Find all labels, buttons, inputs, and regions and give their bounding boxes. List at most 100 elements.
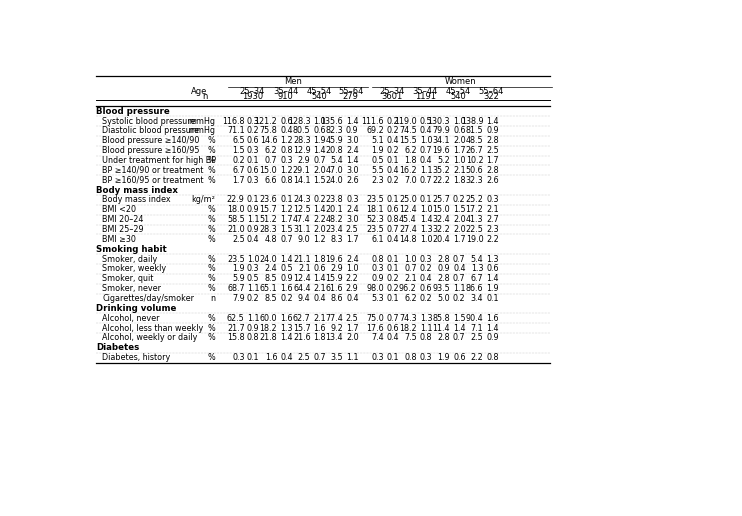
Text: Smoking habit: Smoking habit <box>96 245 167 254</box>
Text: 1.5: 1.5 <box>280 225 292 234</box>
Text: 0.2: 0.2 <box>453 196 465 204</box>
Text: 0.4: 0.4 <box>280 126 292 135</box>
Text: 0.1: 0.1 <box>387 156 399 165</box>
Text: 24.3: 24.3 <box>293 196 310 204</box>
Text: BP ≥160/95 or treatment: BP ≥160/95 or treatment <box>102 176 203 185</box>
Text: 2.1: 2.1 <box>298 264 310 273</box>
Text: 0.9: 0.9 <box>486 126 499 135</box>
Text: n: n <box>210 294 215 303</box>
Text: 28.3: 28.3 <box>260 225 278 234</box>
Text: Smoker, daily: Smoker, daily <box>102 254 157 264</box>
Text: 540: 540 <box>450 92 467 101</box>
Text: 68.7: 68.7 <box>227 284 245 293</box>
Text: 5.3: 5.3 <box>372 294 384 303</box>
Text: 0.9: 0.9 <box>247 324 260 333</box>
Text: 0.1: 0.1 <box>387 254 399 264</box>
Text: 0.2: 0.2 <box>387 126 399 135</box>
Text: 0.5: 0.5 <box>247 275 260 283</box>
Text: 1.9: 1.9 <box>372 146 384 155</box>
Text: BMI 20–24: BMI 20–24 <box>102 215 143 224</box>
Text: 0.7: 0.7 <box>404 264 417 273</box>
Text: 2.8: 2.8 <box>437 275 450 283</box>
Text: 279: 279 <box>343 92 359 101</box>
Text: %: % <box>208 353 215 362</box>
Text: 0.6: 0.6 <box>486 264 499 273</box>
Text: 90.4: 90.4 <box>466 314 483 322</box>
Text: 51.2: 51.2 <box>260 215 278 224</box>
Text: 14.8: 14.8 <box>399 235 417 244</box>
Text: 2.8: 2.8 <box>437 333 450 343</box>
Text: 82.3: 82.3 <box>326 126 343 135</box>
Text: 1.7: 1.7 <box>486 156 499 165</box>
Text: 0.2: 0.2 <box>247 126 260 135</box>
Text: 1.5: 1.5 <box>453 205 465 214</box>
Text: 0.6: 0.6 <box>314 264 326 273</box>
Text: 0.3: 0.3 <box>420 254 432 264</box>
Text: 2.0: 2.0 <box>453 215 465 224</box>
Text: 1.4: 1.4 <box>280 333 292 343</box>
Text: 1.9: 1.9 <box>437 353 450 362</box>
Text: 1.4: 1.4 <box>453 324 465 333</box>
Text: 2.4: 2.4 <box>346 146 358 155</box>
Text: 15.7: 15.7 <box>260 205 278 214</box>
Text: 0.4: 0.4 <box>453 264 465 273</box>
Text: %: % <box>208 314 215 322</box>
Text: 1.4: 1.4 <box>346 156 358 165</box>
Text: 10.2: 10.2 <box>466 156 483 165</box>
Text: 0.3: 0.3 <box>280 156 292 165</box>
Text: 0.4: 0.4 <box>280 353 292 362</box>
Text: 75.0: 75.0 <box>367 314 384 322</box>
Text: 1.6: 1.6 <box>314 324 326 333</box>
Text: 6.7: 6.7 <box>470 275 483 283</box>
Text: 1.4: 1.4 <box>420 215 432 224</box>
Text: 1.4: 1.4 <box>346 117 358 125</box>
Text: 2.9: 2.9 <box>346 284 358 293</box>
Text: 0.3: 0.3 <box>232 353 245 362</box>
Text: %: % <box>208 176 215 185</box>
Text: 9.4: 9.4 <box>298 294 310 303</box>
Text: 322: 322 <box>483 92 499 101</box>
Text: 23.8: 23.8 <box>326 196 343 204</box>
Text: 6.5: 6.5 <box>232 136 245 146</box>
Text: mmHg: mmHg <box>188 117 215 125</box>
Text: 540: 540 <box>311 92 327 101</box>
Text: 0.8: 0.8 <box>486 353 499 362</box>
Text: 69.2: 69.2 <box>367 126 384 135</box>
Text: 32.2: 32.2 <box>433 225 450 234</box>
Text: 0.4: 0.4 <box>247 235 260 244</box>
Text: 8.3: 8.3 <box>331 235 343 244</box>
Text: 12.4: 12.4 <box>293 275 310 283</box>
Text: 23.5: 23.5 <box>367 225 384 234</box>
Text: 25.0: 25.0 <box>399 196 417 204</box>
Text: %: % <box>208 215 215 224</box>
Text: 60.0: 60.0 <box>260 314 278 322</box>
Text: 0.4: 0.4 <box>346 294 358 303</box>
Text: 75.8: 75.8 <box>260 126 278 135</box>
Text: 14.1: 14.1 <box>293 176 310 185</box>
Text: 15.8: 15.8 <box>227 333 245 343</box>
Text: 80.5: 80.5 <box>293 126 310 135</box>
Text: 0.2: 0.2 <box>232 156 245 165</box>
Text: 0.3: 0.3 <box>486 196 499 204</box>
Text: %: % <box>208 166 215 175</box>
Text: 0.7: 0.7 <box>387 314 399 322</box>
Text: 1.0: 1.0 <box>404 254 417 264</box>
Text: 0.7: 0.7 <box>419 176 432 185</box>
Text: 2.5: 2.5 <box>346 314 358 322</box>
Text: 0.2: 0.2 <box>387 117 399 125</box>
Text: 0.8: 0.8 <box>247 333 260 343</box>
Text: Age: Age <box>191 87 208 95</box>
Text: 32.3: 32.3 <box>466 176 483 185</box>
Text: Under treatment for high BP: Under treatment for high BP <box>102 156 216 165</box>
Text: 15.0: 15.0 <box>433 205 450 214</box>
Text: 2.2: 2.2 <box>486 235 499 244</box>
Text: mmHg: mmHg <box>188 126 215 135</box>
Text: 21.6: 21.6 <box>293 333 310 343</box>
Text: 2.5: 2.5 <box>346 225 358 234</box>
Text: 5.1: 5.1 <box>372 136 384 146</box>
Text: 61.6: 61.6 <box>326 284 343 293</box>
Text: 6.7: 6.7 <box>232 166 245 175</box>
Text: 23.5: 23.5 <box>227 254 245 264</box>
Text: 1.6: 1.6 <box>280 314 292 322</box>
Text: 0.1: 0.1 <box>387 294 399 303</box>
